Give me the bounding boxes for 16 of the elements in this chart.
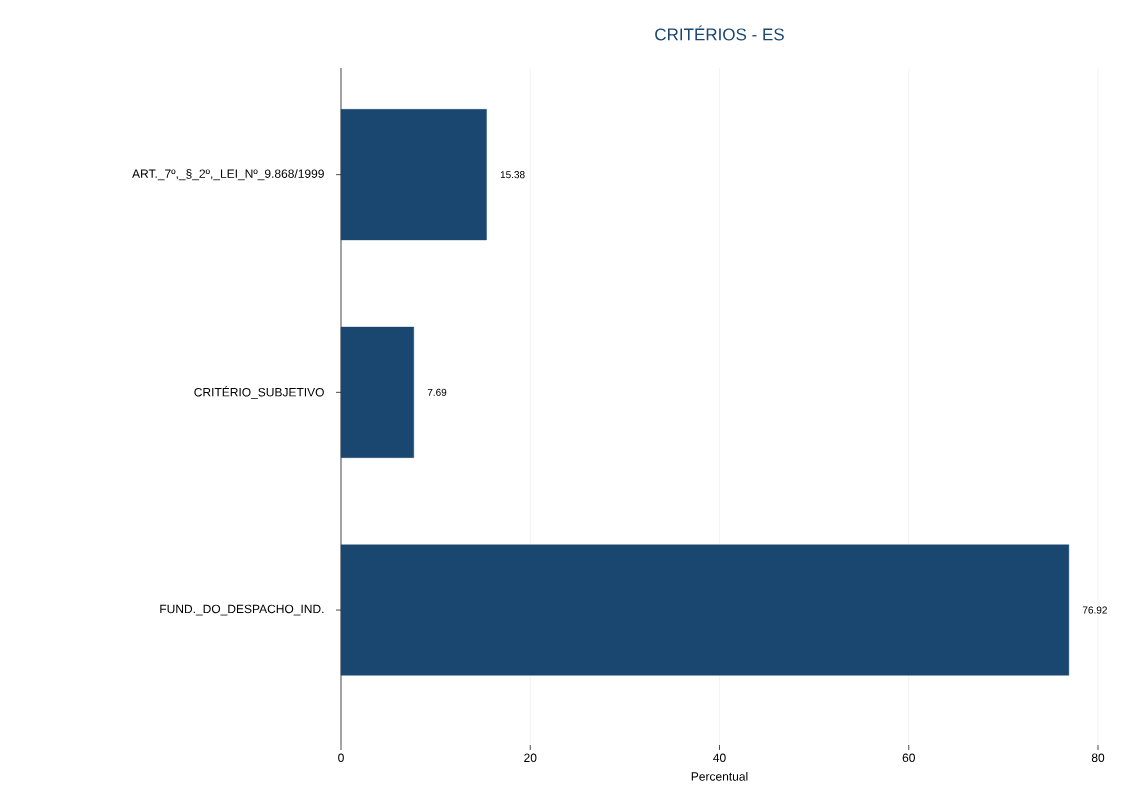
data-label: 7.69 (427, 388, 447, 396)
bar (340, 109, 487, 241)
x-tick-label: 60 (902, 753, 915, 763)
chart-title: CRITÉRIOS - ES (655, 25, 784, 41)
y-tick-label: FUND._DO_DESPACHO_IND. (160, 604, 324, 616)
x-tick-label: 0 (338, 753, 344, 763)
bar (340, 326, 414, 458)
x-tick-label: 20 (524, 753, 537, 763)
x-tick-label: 40 (713, 753, 726, 763)
x-axis-title: Percentual (691, 771, 748, 781)
y-tick-label: CRITÉRIO_SUBJETIVO (194, 385, 324, 399)
y-tick-label: ART._7º,_§_2º,_LEI_Nº_9.868/1999 (132, 169, 324, 181)
bar (340, 544, 1070, 676)
data-label: 15.38 (500, 171, 525, 179)
data-label: 76.92 (1082, 606, 1107, 614)
x-tick-label: 80 (1091, 753, 1105, 763)
